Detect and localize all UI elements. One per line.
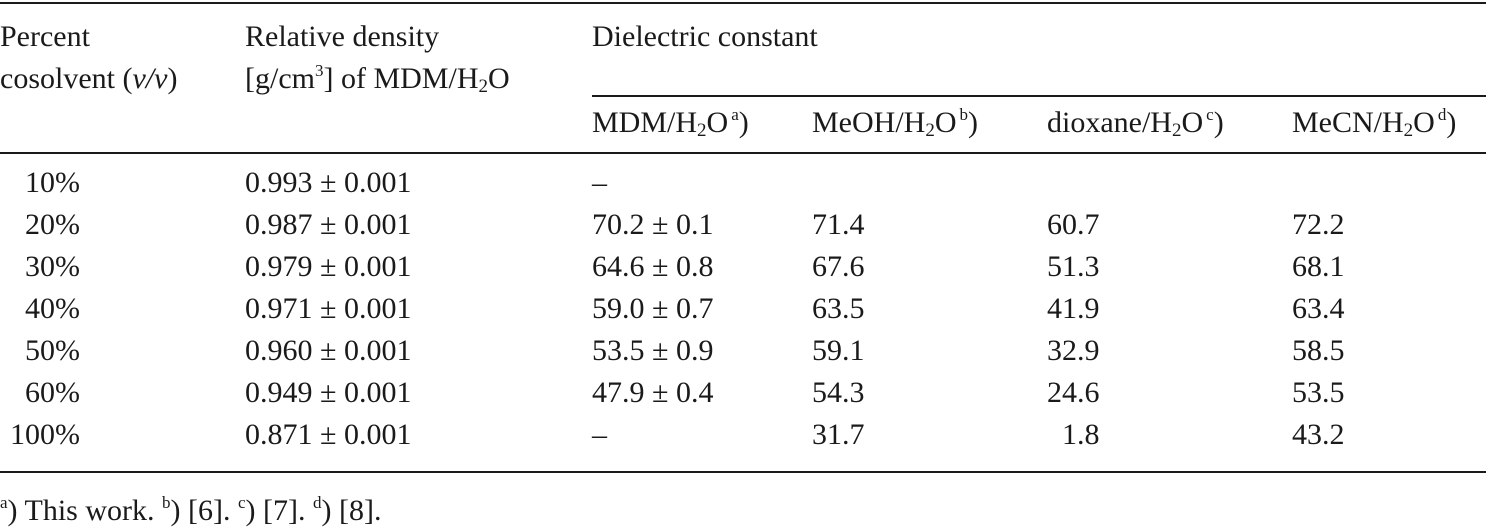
cell-percent: 50% [25,334,80,367]
cell-mdm: 64.6 ± 0.8 [592,250,714,283]
cell-mecn: 68.1 [1292,250,1345,283]
header-percent-line2: cosolvent (v/v) [0,62,178,95]
subheader-mdm: MDM/H2O a) [592,105,749,141]
header-dielectric: Dielectric constant [592,20,818,53]
cell-dioxane: 1.8 [1062,418,1100,451]
cell-mecn: 43.2 [1292,418,1345,451]
header-density-line2: [g/cm3] of MDM/H2O [245,61,510,97]
table-top-rule [0,2,1486,4]
cell-percent: 40% [25,292,80,325]
cell-percent: 60% [25,376,80,409]
cell-mecn: 72.2 [1292,208,1345,241]
cell-mdm: – [592,166,607,199]
cell-meoh: 71.4 [812,208,865,241]
table-footnote: a) This work. b) [6]. c) [7]. d) [8]. [0,493,382,527]
cell-meoh: 63.5 [812,292,865,325]
cell-percent: 30% [25,250,80,283]
cell-percent: 20% [25,208,80,241]
header-percent-line1: Percent [0,20,90,53]
cell-mdm: 53.5 ± 0.9 [592,334,714,367]
cell-density: 0.971 ± 0.001 [245,292,412,325]
cell-mdm: 70.2 ± 0.1 [592,208,714,241]
cell-dioxane: 60.7 [1047,208,1100,241]
cell-dioxane: 24.6 [1047,376,1100,409]
cell-dioxane: 32.9 [1047,334,1100,367]
header-sub-rule [592,95,1486,97]
cell-mdm: – [592,418,607,451]
cell-density: 0.949 ± 0.001 [245,376,412,409]
header-density-line1: Relative density [245,20,440,53]
cell-meoh: 67.6 [812,250,865,283]
cell-mdm: 59.0 ± 0.7 [592,292,714,325]
cell-dioxane: 51.3 [1047,250,1100,283]
cell-density: 0.979 ± 0.001 [245,250,412,283]
subheader-meoh: MeOH/H2O b) [812,105,978,141]
cell-density: 0.993 ± 0.001 [245,166,412,199]
cell-mdm: 47.9 ± 0.4 [592,376,714,409]
subheader-dioxane: dioxane/H2O c) [1047,105,1224,141]
subheader-mecn: MeCN/H2O d) [1292,105,1457,141]
cell-mecn: 58.5 [1292,334,1345,367]
cell-meoh: 59.1 [812,334,865,367]
cell-mecn: 63.4 [1292,292,1345,325]
table-header-rule [0,152,1486,154]
cell-density: 0.960 ± 0.001 [245,334,412,367]
cell-density: 0.987 ± 0.001 [245,208,412,241]
cell-percent: 10% [25,166,80,199]
cell-meoh: 31.7 [812,418,865,451]
cell-mecn: 53.5 [1292,376,1345,409]
cell-meoh: 54.3 [812,376,865,409]
cell-density: 0.871 ± 0.001 [245,418,412,451]
table-bottom-rule [0,471,1486,473]
cell-percent: 100% [10,418,80,451]
cell-dioxane: 41.9 [1047,292,1100,325]
